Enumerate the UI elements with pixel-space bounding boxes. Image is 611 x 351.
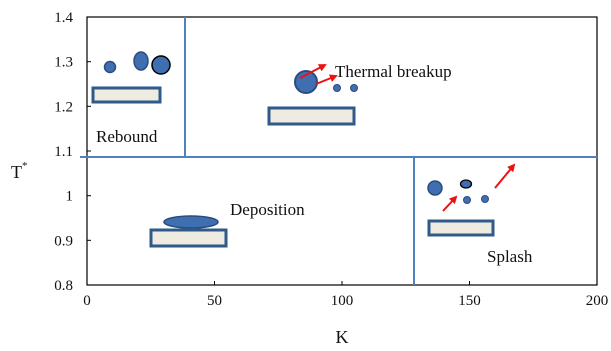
y-tick-label: 1.3: [54, 55, 73, 71]
arrow-icon: [442, 195, 458, 212]
droplet-icon: [294, 70, 318, 94]
arrow-icon: [315, 74, 338, 85]
x-tick-label: 200: [586, 293, 609, 309]
x-ticks: [214, 281, 470, 285]
region-label-thermal-breakup: Thermal breakup: [335, 62, 452, 81]
droplet-icon: [427, 180, 443, 196]
x-tick-labels: 0 50 100 150 200: [83, 293, 608, 309]
droplet-icon: [463, 196, 471, 204]
arrow-icon: [299, 64, 327, 79]
thermal-breakup-illustration: [267, 64, 358, 126]
y-tick-label: 1.1: [54, 144, 73, 160]
droplet-icon: [163, 215, 219, 229]
y-ticks: [87, 16, 91, 241]
droplet-icon: [459, 179, 473, 189]
x-tick-label: 100: [331, 293, 354, 309]
x-axis-label: K: [336, 327, 349, 347]
droplet-icon: [350, 84, 358, 92]
splash-illustration: [427, 163, 516, 237]
droplet-icon: [151, 55, 171, 75]
surface-plate: [149, 228, 228, 248]
x-tick-label: 0: [83, 293, 91, 309]
region-label-splash: Splash: [487, 247, 533, 266]
surface-plate: [427, 219, 495, 237]
region-label-rebound: Rebound: [96, 127, 158, 146]
y-axis-label: T*: [11, 160, 28, 182]
y-axis-label-superscript: *: [22, 160, 28, 172]
y-tick-label: 0.8: [54, 278, 73, 294]
arrow-icon: [494, 163, 516, 189]
y-tick-labels: 1.4 1.3 1.2 1.1 1 0.9 0.8: [54, 10, 73, 294]
y-tick-label: 0.9: [54, 233, 73, 249]
y-axis-label-main: T: [11, 162, 22, 182]
x-tick-label: 150: [458, 293, 481, 309]
y-tick-label: 1: [66, 189, 74, 205]
surface-plate: [91, 86, 162, 104]
y-tick-label: 1.2: [54, 99, 73, 115]
deposition-illustration: [149, 215, 228, 248]
droplet-icon: [481, 195, 489, 203]
droplet-icon: [133, 51, 149, 71]
droplet-icon: [103, 60, 117, 74]
rebound-illustration: [91, 51, 171, 104]
surface-plate: [267, 106, 356, 126]
x-tick-label: 50: [207, 293, 222, 309]
droplet-icon: [333, 84, 341, 92]
region-label-deposition: Deposition: [230, 200, 305, 219]
y-tick-label: 1.4: [54, 10, 73, 26]
